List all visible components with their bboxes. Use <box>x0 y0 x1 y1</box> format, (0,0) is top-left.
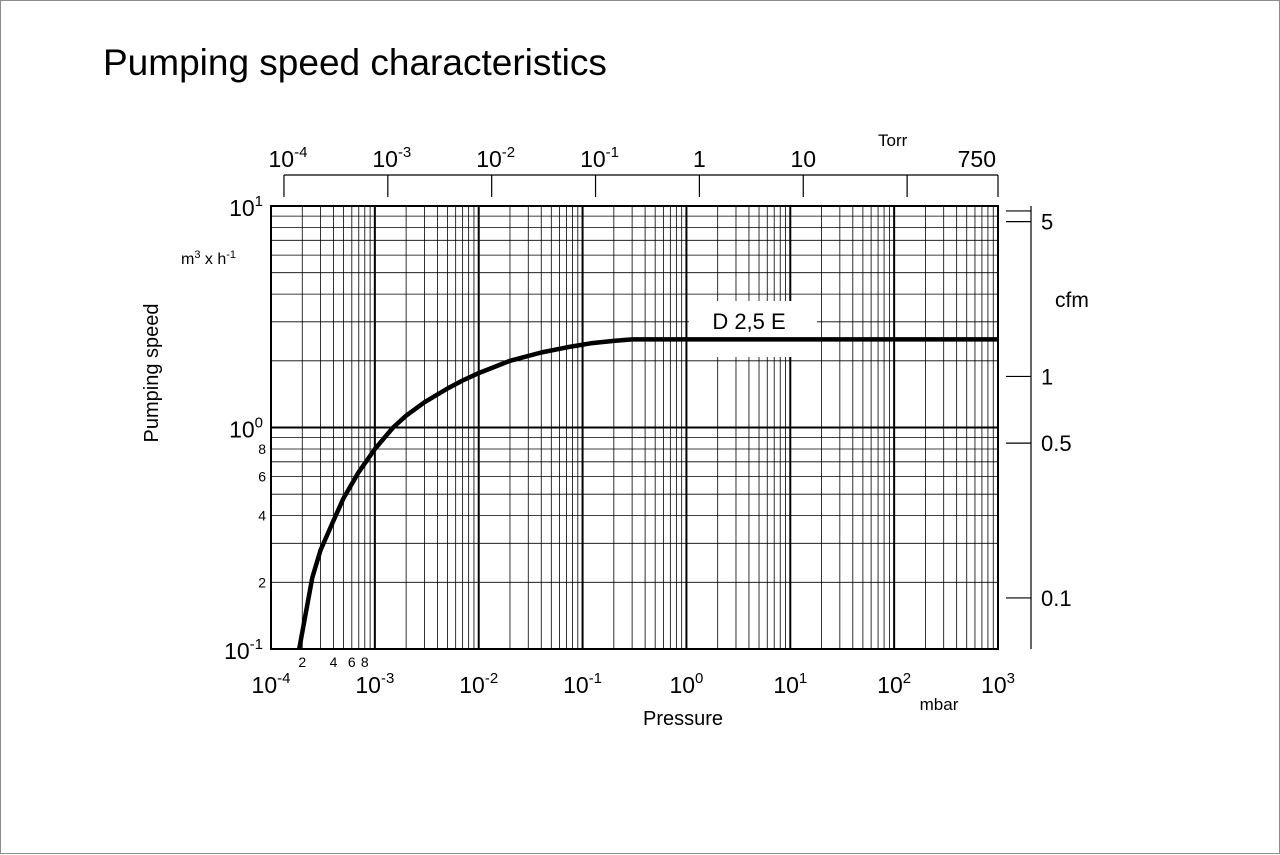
series-line <box>296 337 998 650</box>
y-tick-label: 100 <box>229 415 263 443</box>
x-minor-tick-label: 2 <box>298 654 306 670</box>
x-tick-label: 101 <box>773 670 807 698</box>
x-tick-label: 10-4 <box>252 670 291 698</box>
y-axis-label: Pumping speed <box>141 304 163 443</box>
torr-tick-label: 750 <box>958 146 996 172</box>
y-axis-ticks: 10-1 100 101 2 4 6 8 <box>224 193 266 664</box>
torr-tick-label: 1 <box>693 146 706 172</box>
x-tick-label: 10-3 <box>355 670 394 698</box>
x-axis-unit: mbar <box>920 695 959 714</box>
series-label: D 2,5 E <box>712 309 785 334</box>
torr-axis-unit: Torr <box>878 131 908 150</box>
y-minor-tick-label: 6 <box>258 469 266 485</box>
cfm-axis: 5 1 0.5 0.1 <box>1006 206 1072 649</box>
x-tick-label: 10-2 <box>459 670 498 698</box>
x-axis-ticks: 10-4 10-3 10-2 10-1 100 101 102 103 2 4 6 8 <box>252 654 1015 698</box>
y-minor-tick-label: 8 <box>258 441 266 457</box>
series-label-background <box>689 301 817 357</box>
x-tick-label: 100 <box>669 670 703 698</box>
x-tick-label: 103 <box>981 670 1015 698</box>
y-axis-unit: m3 x h-1 <box>181 249 236 268</box>
x-tick-label: 10-1 <box>563 670 602 698</box>
y-tick-label: 101 <box>229 193 263 221</box>
torr-tick-label: 10-2 <box>476 144 515 172</box>
y-minor-tick-label: 2 <box>258 574 266 590</box>
plot-area-border <box>270 205 999 650</box>
x-axis-label: Pressure <box>643 708 723 730</box>
torr-tick-label: 10-3 <box>372 144 411 172</box>
y-minor-tick-label: 4 <box>258 508 266 524</box>
cfm-tick-label: 1 <box>1041 364 1053 389</box>
x-tick-label: 102 <box>877 670 911 698</box>
cfm-axis-unit: cfm <box>1055 289 1089 312</box>
x-minor-tick-label: 8 <box>361 654 369 670</box>
y-tick-label: 10-1 <box>224 636 263 664</box>
cfm-tick-label: 0.5 <box>1041 431 1072 456</box>
chart-title: Pumping speed characteristics <box>103 42 607 83</box>
torr-tick-label: 10 <box>790 146 816 172</box>
x-minor-tick-label: 6 <box>348 654 356 670</box>
x-minor-tick-label: 4 <box>330 654 338 670</box>
torr-axis: 10-4 10-3 10-2 10-1 1 10 750 <box>268 144 999 197</box>
series-layer: D 2,5 E <box>296 301 998 650</box>
torr-tick-label: 10-4 <box>268 144 307 172</box>
torr-tick-label: 10-1 <box>580 144 619 172</box>
cfm-tick-label: 5 <box>1041 210 1053 235</box>
cfm-tick-label: 0.1 <box>1041 586 1072 611</box>
